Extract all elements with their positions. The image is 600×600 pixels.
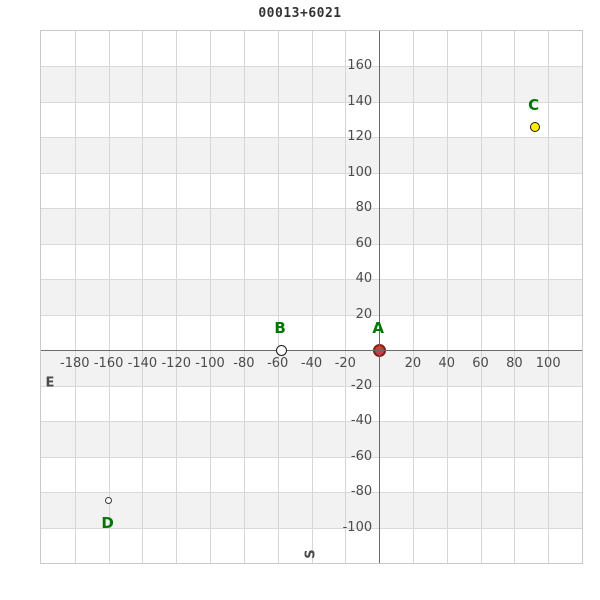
data-point-c [529, 121, 540, 132]
x-tick-label: 60 [472, 356, 489, 372]
point-label-a: A [372, 319, 384, 338]
grid-line-vertical [446, 31, 448, 563]
compass-south-label: S [303, 549, 319, 559]
grid-line-vertical [74, 31, 76, 563]
y-tick-label: -40 [350, 413, 373, 429]
grid-line-horizontal [41, 456, 582, 458]
y-tick-label: 20 [355, 306, 373, 322]
chart-title: 00013+6021 [258, 6, 342, 21]
x-tick-label: -60 [267, 356, 289, 372]
y-tick-label: 80 [355, 200, 373, 216]
grid-line-vertical [142, 31, 144, 563]
y-tick-label: -80 [350, 484, 373, 500]
grid-line-horizontal [41, 421, 582, 423]
grid-line-horizontal [41, 172, 582, 174]
grid-line-horizontal [41, 279, 582, 281]
compass-east-label: E [45, 375, 55, 391]
grid-line-vertical [243, 31, 245, 563]
x-tick-label: -140 [127, 356, 158, 372]
grid-line-vertical [176, 31, 178, 563]
y-axis-line [379, 31, 381, 563]
x-tick-label: 20 [404, 356, 422, 372]
y-tick-label: 100 [347, 164, 373, 180]
grid-line-horizontal [41, 527, 582, 529]
data-point-b [275, 344, 287, 356]
y-tick-label: 40 [355, 271, 373, 287]
y-tick-label: -100 [342, 519, 373, 535]
grid-line-vertical [108, 31, 110, 563]
x-tick-label: -40 [300, 356, 323, 372]
x-tick-label: -100 [195, 356, 225, 372]
x-tick-label: -80 [233, 356, 255, 372]
grid-line-horizontal [41, 66, 582, 68]
x-tick-label: -160 [93, 356, 124, 372]
grid-line-horizontal [41, 385, 582, 387]
x-axis-line [41, 350, 582, 352]
grid-line-horizontal [41, 492, 582, 494]
grid-line-horizontal [41, 137, 582, 139]
x-tick-label: 100 [535, 356, 561, 372]
x-tick-label: 40 [438, 356, 456, 372]
grid-line-horizontal [41, 314, 582, 316]
x-tick-label: -120 [161, 356, 192, 372]
y-tick-label: 120 [347, 129, 373, 145]
grid-line-horizontal [41, 243, 582, 245]
point-label-c: C [528, 95, 540, 114]
point-label-b: B [274, 319, 286, 338]
grid-line-vertical [210, 31, 212, 563]
x-tick-label: -20 [334, 356, 356, 372]
x-tick-label: -180 [60, 356, 90, 372]
grid-line-vertical [412, 31, 414, 563]
grid-line-vertical [311, 31, 313, 563]
plot-area: A B C D -180 -160 -140 -120 -100 -80 -60 -40 -20 20 40… [40, 30, 583, 564]
data-point-d [105, 497, 113, 505]
grid-line-vertical [480, 31, 482, 563]
grid-line-horizontal [41, 101, 582, 103]
grid-line-vertical [345, 31, 347, 563]
y-tick-label: 160 [347, 58, 373, 74]
point-label-d: D [101, 513, 114, 532]
y-tick-label: 60 [355, 235, 373, 251]
x-tick-label: 80 [506, 356, 523, 372]
grid-line-horizontal [41, 208, 582, 210]
y-tick-label: -20 [350, 377, 373, 393]
grid-line-vertical [548, 31, 550, 563]
y-tick-label: -60 [350, 448, 373, 464]
grid-line-vertical [514, 31, 516, 563]
y-tick-label: 140 [347, 93, 373, 109]
grid-line-vertical [277, 31, 279, 563]
